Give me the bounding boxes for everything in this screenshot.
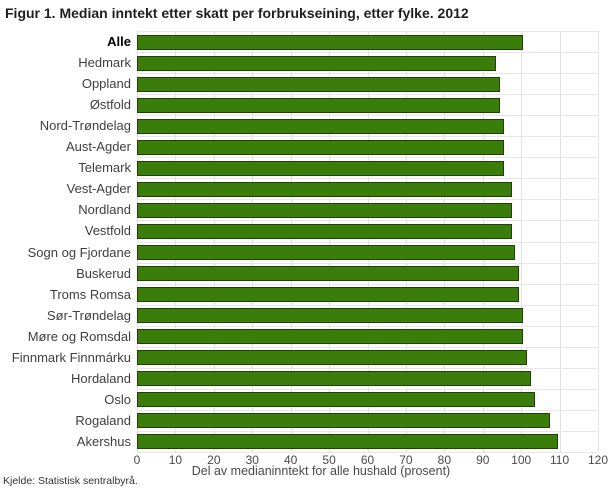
category-label-oslo: Oslo	[104, 391, 131, 407]
bar-stfold	[137, 97, 501, 113]
x-tick-label: 20	[207, 453, 221, 467]
bar-s-r-tr-ndelag	[137, 308, 524, 324]
bar-oppland	[137, 76, 501, 92]
bar-hedmark	[137, 55, 497, 71]
category-label-hedmark: Hedmark	[78, 55, 131, 71]
bar-telemark	[137, 160, 504, 176]
bar-oslo	[137, 392, 535, 408]
gridline-horizontal	[137, 452, 598, 453]
bar-nord-tr-ndelag	[137, 118, 504, 134]
gridline-horizontal	[137, 430, 598, 432]
bar-alle	[137, 34, 524, 50]
bar-m-re-og-romsdal	[137, 329, 524, 345]
x-tick-label: 10	[168, 453, 183, 467]
gridline-horizontal	[137, 220, 598, 222]
chart-title: Figur 1. Median inntekt etter skatt per …	[5, 5, 469, 21]
gridline-horizontal	[137, 178, 598, 180]
gridline-horizontal	[137, 283, 598, 285]
gridline-horizontal	[137, 325, 598, 327]
bar-nordland	[137, 202, 512, 218]
bar-hordaland	[137, 371, 531, 387]
category-label-s-r-tr-ndelag: Sør-Trøndelag	[46, 307, 131, 323]
bar-sogn-og-fjordane	[137, 245, 516, 260]
category-label-hordaland: Hordaland	[71, 370, 131, 386]
category-label-rogaland: Rogaland	[75, 412, 131, 428]
x-tick-label: 60	[360, 453, 375, 467]
category-label-sogn-og-fjordane: Sogn og Fjordane	[27, 244, 131, 260]
gridline-horizontal	[137, 157, 598, 159]
gridline-horizontal	[137, 52, 598, 54]
source-note: Kjelde: Statistisk sentralbyrå.	[3, 475, 138, 487]
bar-vestfold	[137, 223, 512, 239]
gridline-horizontal	[137, 388, 598, 390]
gridline-horizontal	[137, 31, 598, 32]
x-tick-label: 110	[550, 453, 570, 467]
x-tick-label: 50	[322, 453, 336, 467]
x-tick-label: 70	[399, 453, 413, 467]
x-tick-label: 40	[283, 453, 298, 467]
bar-rogaland	[137, 413, 551, 429]
x-tick-label: 120	[587, 453, 609, 467]
gridline-horizontal	[137, 346, 598, 348]
gridline-horizontal	[137, 199, 598, 201]
gridline-horizontal	[137, 241, 598, 243]
bar-troms-romsa	[137, 287, 520, 303]
bar-finnmark-finnm-rku	[137, 350, 527, 366]
category-label-buskerud: Buskerud	[76, 265, 131, 281]
category-label-oppland: Oppland	[81, 76, 131, 92]
category-label-m-re-og-romsdal: Møre og Romsdal	[27, 328, 131, 344]
x-tick-label: 80	[437, 453, 452, 467]
plot-area	[137, 31, 599, 453]
category-label-alle: Alle	[107, 34, 131, 49]
category-label-telemark: Telemark	[78, 160, 131, 176]
x-tick-label: 100	[511, 453, 532, 467]
category-label-nord-tr-ndelag: Nord-Trøndelag	[39, 118, 131, 134]
category-label-vestfold: Vestfold	[84, 223, 131, 239]
x-tick-label: 30	[245, 453, 259, 467]
gridline-horizontal	[137, 115, 598, 117]
gridline-horizontal	[137, 409, 598, 411]
bar-buskerud	[137, 266, 520, 282]
category-label-finnmark-finnm-rku: Finnmark Finnmárku	[11, 349, 131, 365]
gridline-horizontal	[137, 73, 598, 75]
gridline-horizontal	[137, 262, 598, 264]
category-label-nordland: Nordland	[78, 202, 131, 218]
category-label-aust-agder: Aust-Agder	[65, 139, 131, 155]
category-label-akershus: Akershus	[76, 433, 131, 449]
bar-aust-agder	[137, 139, 504, 155]
gridline-horizontal	[137, 367, 598, 369]
gridline-horizontal	[137, 136, 598, 138]
category-label-stfold: Østfold	[89, 97, 131, 113]
x-axis-title: Del av medianinntekt for alle hushald (p…	[191, 464, 451, 478]
bar-vest-agder	[137, 181, 512, 197]
x-axis-ticks: 0 10 20 30 40 50 60 70 80 90 100 110 120	[133, 453, 608, 467]
category-label-troms-romsa: Troms Romsa	[49, 286, 131, 302]
gridline-horizontal	[137, 304, 598, 306]
x-tick-label: 90	[476, 453, 490, 467]
category-label-vest-agder: Vest-Agder	[66, 181, 131, 197]
x-tick-label: 0	[133, 453, 141, 467]
gridline-horizontal	[137, 94, 598, 96]
gridline-vertical	[598, 31, 599, 452]
y-axis-labels: Alle Hedmark Oppland Østfold Nord-Trøndelag A…	[0, 31, 131, 452]
bar-akershus	[137, 434, 558, 450]
